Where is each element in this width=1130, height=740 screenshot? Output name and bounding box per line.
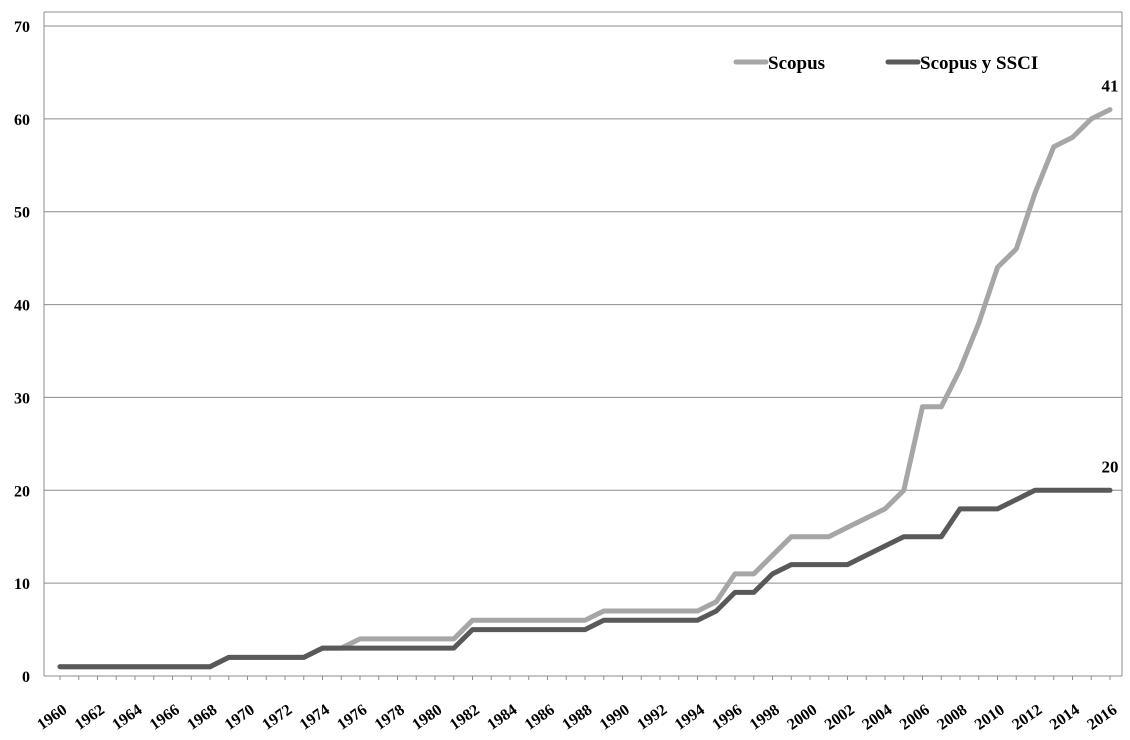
x-tick-label: 2014 bbox=[1047, 701, 1083, 733]
legend-label-1: Scopus y SSCI bbox=[920, 53, 1038, 74]
gridlines bbox=[44, 25, 1122, 584]
y-axis-tick-labels: 0 10 20 30 40 50 60 70 bbox=[14, 19, 30, 686]
x-tick-label: 1994 bbox=[672, 701, 708, 733]
x-tick-label: 1980 bbox=[409, 701, 445, 733]
x-tick-label: 1998 bbox=[747, 701, 783, 733]
y-tick-label: 10 bbox=[14, 576, 30, 593]
x-tick-label: 1984 bbox=[484, 701, 520, 733]
series-end-label-0: 41 bbox=[1102, 77, 1119, 96]
x-tick-label: 1966 bbox=[147, 701, 183, 733]
x-tick-label: 1962 bbox=[72, 701, 108, 733]
x-tick-label: 1978 bbox=[372, 701, 408, 733]
x-tick-label: 2000 bbox=[784, 701, 820, 733]
x-tick-label: 1990 bbox=[597, 701, 633, 733]
x-tick-label: 2004 bbox=[859, 701, 895, 733]
x-tick-label: 1992 bbox=[634, 701, 670, 733]
y-tick-label: 70 bbox=[14, 19, 30, 36]
y-tick-label: 0 bbox=[22, 669, 30, 686]
axes bbox=[43, 11, 1123, 680]
series-lines bbox=[57, 107, 1113, 670]
x-tick-label: 2012 bbox=[1009, 701, 1045, 733]
x-tick-label: 1974 bbox=[297, 701, 333, 733]
x-tick-label: 1988 bbox=[559, 701, 595, 733]
x-tick-label: 2016 bbox=[1084, 701, 1120, 733]
series-end-label-1: 20 bbox=[1102, 457, 1119, 476]
y-tick-label: 30 bbox=[14, 390, 30, 407]
x-tick-label: 1982 bbox=[447, 701, 483, 733]
y-tick-label: 50 bbox=[14, 205, 30, 222]
y-tick-label: 20 bbox=[14, 483, 30, 500]
end-annotations: 41 20 bbox=[1102, 77, 1119, 477]
series-line-1 bbox=[57, 487, 1113, 670]
x-tick-label: 1976 bbox=[334, 701, 370, 733]
legend: Scopus Scopus y SSCI bbox=[733, 53, 1038, 74]
x-tick-label: 2002 bbox=[822, 701, 858, 733]
y-tick-label: 40 bbox=[14, 298, 30, 315]
x-tick-label: 1968 bbox=[184, 701, 220, 733]
y-tick-label: 60 bbox=[14, 112, 30, 129]
legend-label-0: Scopus bbox=[768, 53, 825, 74]
x-tick-label: 2008 bbox=[934, 701, 970, 733]
x-tick-label: 1972 bbox=[259, 701, 295, 733]
x-tick-label: 2006 bbox=[897, 701, 933, 733]
x-axis-tick-labels: 1960 1962 1964 1966 1968 1970 1972 1974 1976 1978… bbox=[34, 701, 1120, 733]
x-tick-label: 1970 bbox=[222, 701, 258, 733]
x-tick-label: 1986 bbox=[522, 701, 558, 733]
x-tick-label: 1960 bbox=[34, 701, 70, 733]
x-tick-label: 1964 bbox=[109, 701, 145, 733]
x-tick-label: 1996 bbox=[709, 701, 745, 733]
x-tick-label: 2010 bbox=[972, 701, 1008, 733]
